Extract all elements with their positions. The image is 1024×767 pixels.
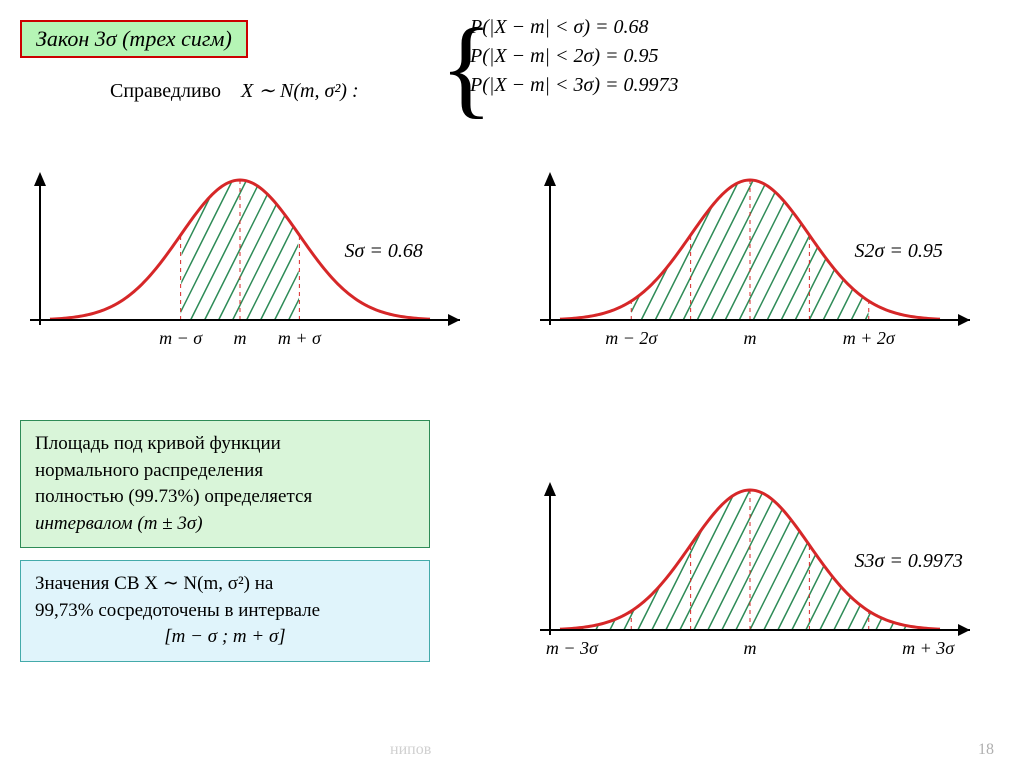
svg-text:m: m	[744, 328, 757, 348]
page-number: 18	[978, 741, 994, 759]
equation-2: P(|X − m| < 2σ) = 0.95	[470, 45, 679, 68]
prefix-block: Справедливо X ∼ N(m, σ²) :	[110, 78, 359, 103]
note-blue-line1: Значения СВ X ∼ N(m, σ²) на	[35, 573, 273, 594]
svg-text:m − 2σ: m − 2σ	[605, 328, 658, 348]
svg-text:m − σ: m − σ	[159, 328, 203, 348]
svg-text:m + σ: m + σ	[278, 328, 322, 348]
note-green-line3: полностью (99.73%) определяется	[35, 486, 312, 507]
note-blue: Значения СВ X ∼ N(m, σ²) на 99,73% сосре…	[20, 560, 430, 662]
chart-3sigma: m − 3σ m m + 3σ S3σ = 0.9973	[520, 470, 980, 710]
watermark: нипов	[390, 741, 431, 759]
svg-text:m + 3σ: m + 3σ	[902, 638, 955, 658]
chart-1sigma: m − σ m m + σ Sσ = 0.68	[10, 160, 470, 400]
title-text: Закон 3σ (трех сигм)	[36, 26, 232, 51]
svg-text:S2σ = 0.95: S2σ = 0.95	[855, 240, 943, 262]
chart-2sigma: m − 2σ m m + 2σ S2σ = 0.95	[520, 160, 980, 400]
svg-text:m: m	[744, 638, 757, 658]
prefix-text: Справедливо	[110, 80, 221, 102]
prefix-formula: X ∼ N(m, σ²) :	[241, 80, 359, 102]
svg-text:m + 2σ: m + 2σ	[843, 328, 896, 348]
note-blue-line2: 99,73% сосредоточены в интервале	[35, 600, 320, 621]
title-box: Закон 3σ (трех сигм)	[20, 20, 248, 58]
note-blue-line3: [m − σ ; m + σ]	[35, 624, 415, 651]
note-green-line2: нормального распределения	[35, 460, 263, 481]
formula-block: P(|X − m| < σ) = 0.68 P(|X − m| < 2σ) = …	[470, 10, 679, 103]
equation-1: P(|X − m| < σ) = 0.68	[470, 16, 679, 39]
note-green-line4: интервалом (m ± 3σ)	[35, 513, 203, 534]
svg-text:Sσ = 0.68: Sσ = 0.68	[345, 240, 423, 262]
note-green-line1: Площадь под кривой функции	[35, 433, 281, 454]
note-green: Площадь под кривой функции нормального р…	[20, 420, 430, 548]
svg-text:m − 3σ: m − 3σ	[546, 638, 599, 658]
svg-text:S3σ = 0.9973: S3σ = 0.9973	[855, 550, 963, 572]
svg-text:m: m	[234, 328, 247, 348]
equation-3: P(|X − m| < 3σ) = 0.9973	[470, 74, 679, 97]
